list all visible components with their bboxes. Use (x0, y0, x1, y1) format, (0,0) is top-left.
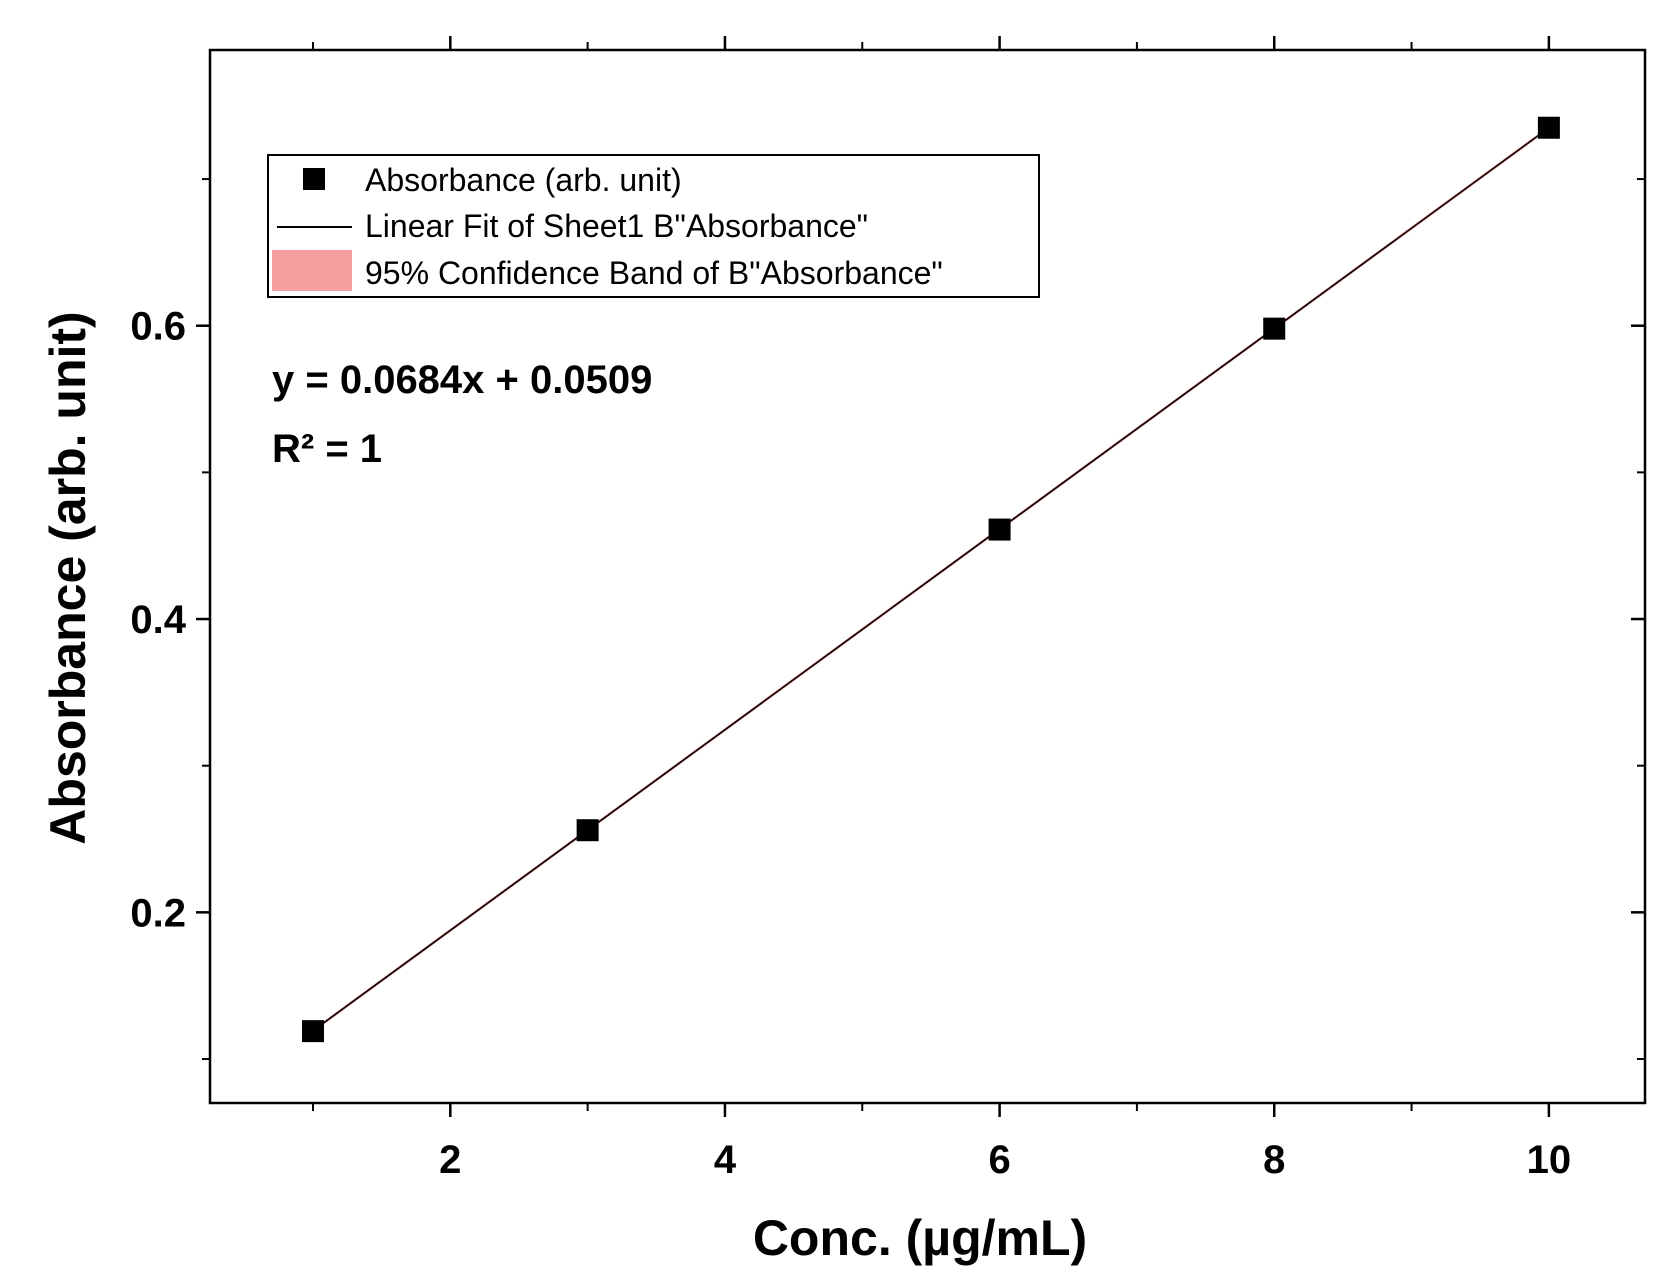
y-tick-label: 0.2 (130, 891, 186, 935)
x-tick-label: 6 (988, 1138, 1010, 1182)
legend: Absorbance (arb. unit) Linear Fit of She… (267, 154, 1040, 298)
axis-ticks (196, 36, 1645, 1117)
x-tick-label: 4 (714, 1138, 737, 1182)
y-tick-label: 0.6 (130, 305, 186, 349)
legend-marker-band (272, 250, 352, 291)
y-axis-title: Absorbance (arb. unit) (40, 311, 96, 844)
r-squared: R² = 1 (272, 427, 382, 471)
x-tick-label: 8 (1263, 1138, 1285, 1182)
data-points-layer (301, 116, 1560, 1043)
data-point (988, 518, 1011, 541)
fit-equation: y = 0.0684x + 0.0509 (272, 358, 652, 402)
data-point (576, 819, 599, 842)
legend-box (267, 154, 1040, 298)
x-tick-label: 2 (439, 1138, 461, 1182)
fit-line (312, 127, 1550, 1032)
x-axis-title: Conc. (µg/mL) (753, 1210, 1087, 1266)
data-point (1263, 317, 1286, 340)
x-tick-label: 10 (1527, 1138, 1572, 1182)
fit-line-layer (312, 127, 1550, 1032)
legend-label-fit: Linear Fit of Sheet1 B"Absorbance" (365, 208, 868, 244)
y-tick-label: 0.4 (130, 598, 186, 642)
data-point (1537, 116, 1560, 139)
legend-label-points: Absorbance (arb. unit) (365, 162, 682, 198)
plot-frame (208, 48, 1647, 1105)
axis-tick-labels: 2 4 6 8 10 0.2 0.4 0.6 (130, 305, 1571, 1182)
legend-marker-points (303, 168, 325, 190)
data-point (301, 1020, 324, 1043)
legend-label-band: 95% Confidence Band of B"Absorbance" (365, 255, 943, 291)
